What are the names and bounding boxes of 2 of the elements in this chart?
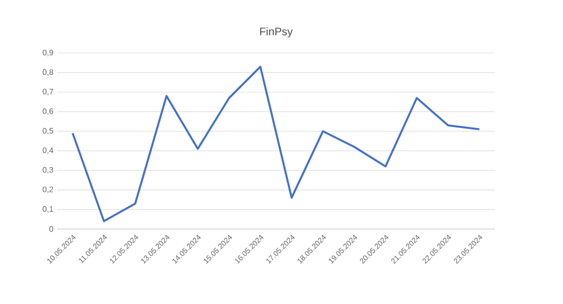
- chart-title: FinPsy: [260, 27, 293, 38]
- line-series: [72, 66, 480, 222]
